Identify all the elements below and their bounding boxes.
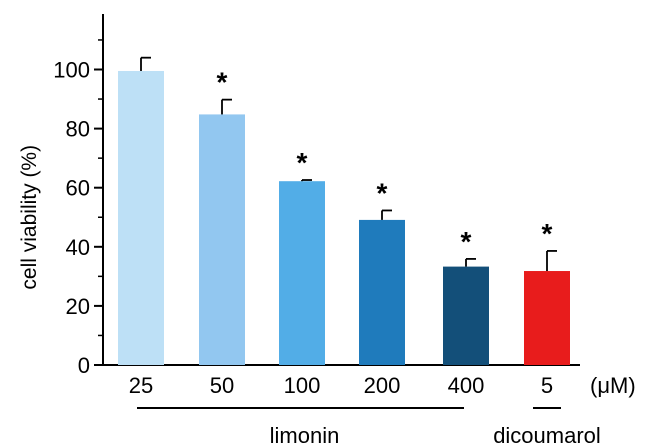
x-tick-label: 200 [364,373,401,398]
y-tick-label: 100 [53,58,90,83]
y-tick-label: 0 [78,353,90,378]
x-tick-label: 25 [129,373,153,398]
bar [279,181,325,365]
y-tick-label: 40 [66,235,90,260]
bar [359,219,405,365]
significance-star: * [461,226,472,257]
bar [118,70,164,365]
significance-star: * [297,147,308,178]
x-tick-label: 100 [284,373,321,398]
x-tick-label: 400 [448,373,485,398]
significance-star: * [377,177,388,208]
x-tick-label: 50 [210,373,234,398]
group-label: dicoumarol [493,423,601,448]
bar [524,271,570,365]
y-tick-label: 20 [66,294,90,319]
bar [443,266,489,365]
x-tick-label: 5 [541,373,553,398]
y-axis-title: cell viability (%) [18,145,41,290]
significance-star: * [542,218,553,249]
significance-star: * [217,67,228,98]
y-tick-label: 60 [66,176,90,201]
bar [199,114,245,365]
y-tick-label: 80 [66,117,90,142]
unit-label: (μM) [590,373,636,398]
group-label: limonin [270,423,340,448]
